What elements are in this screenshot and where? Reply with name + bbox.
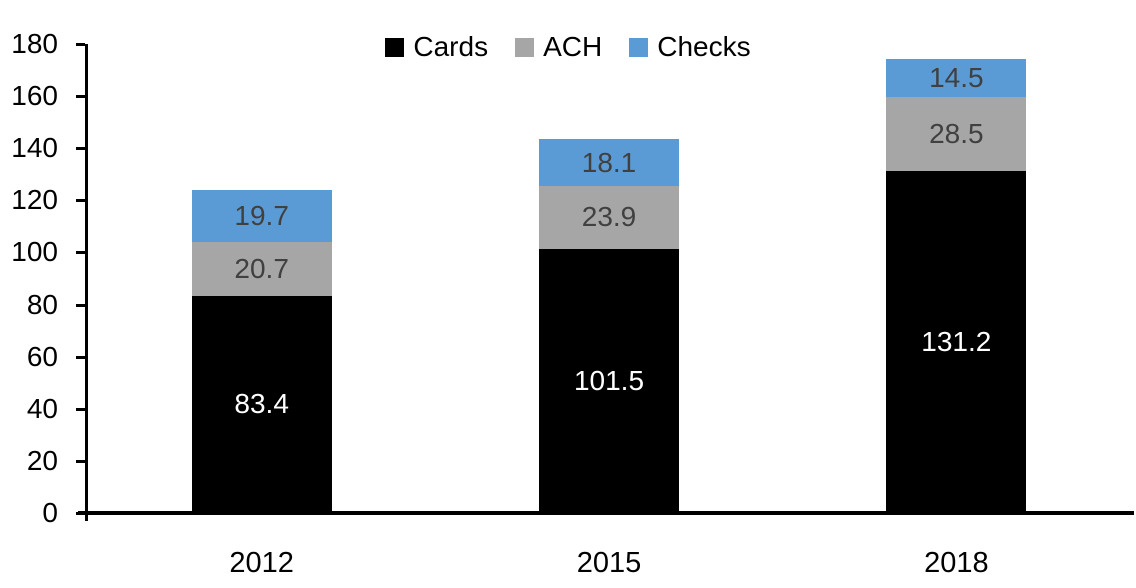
bar-segment-cards-2015: 101.5 — [539, 248, 679, 513]
bar-value-label: 18.1 — [581, 146, 637, 178]
bar-value-label: 83.4 — [234, 388, 289, 420]
y-axis-tick-mark — [76, 303, 85, 307]
chart-legend: Cards ACH Checks — [0, 33, 1136, 61]
legend-item-ach: ACH — [515, 33, 602, 61]
y-axis-tick-mark — [76, 147, 85, 151]
bar-segment-checks-2018: 14.5 — [886, 59, 1027, 97]
y-axis-tick-label: 100 — [11, 236, 58, 268]
bar-value-label: 28.5 — [929, 118, 984, 150]
y-axis-tick-label: 80 — [26, 288, 58, 320]
y-axis-line — [85, 44, 88, 521]
y-axis-tick-mark — [76, 407, 85, 411]
bar-value-label: 131.2 — [921, 326, 992, 358]
bar-segment-cards-2012: 83.4 — [191, 295, 332, 513]
legend-item-checks: Checks — [629, 31, 751, 62]
y-axis-tick-label: 0 — [42, 497, 58, 528]
bar-value-label: 101.5 — [573, 364, 645, 396]
y-axis-tick-mark — [76, 199, 85, 203]
y-axis-tick-mark — [76, 251, 85, 255]
legend-swatch-cards — [385, 37, 405, 57]
x-axis-category-label: 2015 — [576, 547, 642, 579]
y-axis-tick-label: 40 — [26, 392, 58, 424]
bar-segment-cards-2018: 131.2 — [886, 171, 1027, 513]
y-axis-tick-label: 60 — [26, 340, 58, 372]
bar-value-label: 14.5 — [929, 61, 984, 93]
legend-swatch-checks — [629, 37, 649, 57]
y-axis-tick-mark — [76, 459, 85, 463]
bar-value-label: 23.9 — [581, 201, 637, 233]
x-axis-category-label: 2012 — [229, 547, 294, 579]
y-axis-tick-label: 160 — [11, 80, 58, 112]
legend-label: Checks — [657, 31, 751, 62]
bar-segment-ach-2018: 28.5 — [886, 96, 1027, 172]
bar-value-label: 20.7 — [234, 252, 289, 284]
legend-label: Cards — [413, 31, 489, 62]
bar-segment-ach-2012: 20.7 — [191, 241, 332, 296]
bar-segment-checks-2012: 19.7 — [191, 190, 332, 242]
bar-segment-checks-2015: 18.1 — [539, 139, 679, 187]
x-axis-line — [78, 511, 1134, 515]
x-axis-category-label: 2018 — [924, 547, 989, 579]
legend-item-cards: Cards — [385, 33, 488, 61]
y-axis-tick-label: 120 — [11, 184, 58, 216]
y-axis-tick-label: 20 — [26, 444, 58, 476]
y-axis-tick-mark — [76, 43, 85, 46]
y-axis-tick-label: 180 — [11, 28, 58, 59]
y-axis-tick-mark — [76, 95, 85, 99]
bar-value-label: 19.7 — [234, 200, 289, 232]
y-axis-tick-mark — [76, 355, 85, 359]
legend-label: ACH — [543, 31, 603, 62]
bar-segment-ach-2015: 23.9 — [539, 186, 679, 249]
y-axis-tick-label: 140 — [11, 132, 58, 164]
legend-swatch-ach — [515, 37, 535, 57]
